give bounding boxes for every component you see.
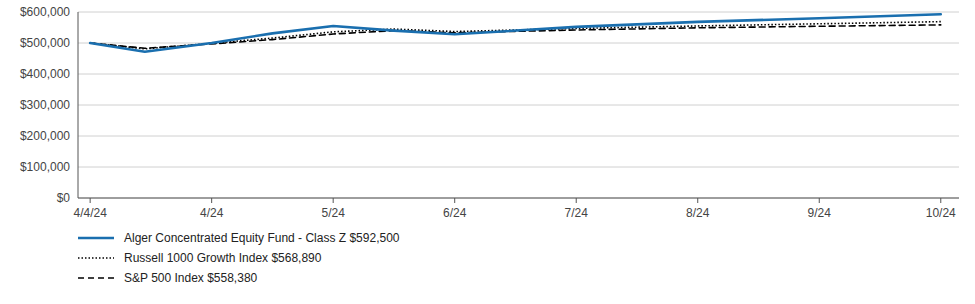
lines (90, 14, 941, 51)
x-tick (90, 198, 91, 203)
x-tick-label: 8/24 (686, 206, 710, 220)
grid-line (78, 74, 959, 75)
x-tick (333, 198, 334, 203)
series-line (90, 25, 941, 48)
legend-label: Russell 1000 Growth Index $568,890 (124, 251, 322, 265)
grid-line (78, 136, 959, 137)
x-tick-label: 10/24 (926, 206, 956, 220)
x-tick (697, 198, 698, 203)
x-tick-label: 9/24 (808, 206, 832, 220)
legend-swatch (78, 257, 114, 259)
legend-label: Alger Concentrated Equity Fund - Class Z… (124, 231, 400, 245)
x-tick (454, 198, 455, 203)
grid-line (78, 167, 959, 168)
x-tick-label: 7/24 (565, 206, 589, 220)
x-tick-label: 4/24 (200, 206, 224, 220)
y-tick-label: $400,000 (20, 67, 70, 81)
y-tick-label: $300,000 (20, 98, 70, 112)
y-grid (78, 12, 959, 198)
x-tick (211, 198, 212, 203)
y-axis-line (78, 12, 79, 198)
grid-line (78, 105, 959, 106)
y-tick-label: $600,000 (20, 5, 70, 19)
x-tick-label: 6/24 (443, 206, 467, 220)
x-tick (940, 198, 941, 203)
y-tick-label: $100,000 (20, 160, 70, 174)
y-tick-label: $200,000 (20, 129, 70, 143)
y-tick-label: $0 (57, 191, 71, 205)
series-line (90, 14, 941, 51)
legend-label: S&P 500 Index $558,380 (124, 271, 258, 285)
legend-swatch (78, 277, 114, 279)
series-line (90, 22, 941, 49)
legend-swatch (78, 237, 114, 240)
x-axis-line (78, 198, 959, 199)
legend: Alger Concentrated Equity Fund - Class Z… (78, 231, 400, 285)
x-tick-label: 5/24 (322, 206, 346, 220)
x-tick-label: 4/4/24 (73, 206, 107, 220)
grid-line (78, 12, 959, 13)
grid-line (78, 198, 959, 199)
chart: $0 $100,000 $200,000 $300,000 $400,000 $500,0… (0, 0, 975, 304)
y-tick-label: $500,000 (20, 36, 70, 50)
x-tick (819, 198, 820, 203)
x-tick (576, 198, 577, 203)
